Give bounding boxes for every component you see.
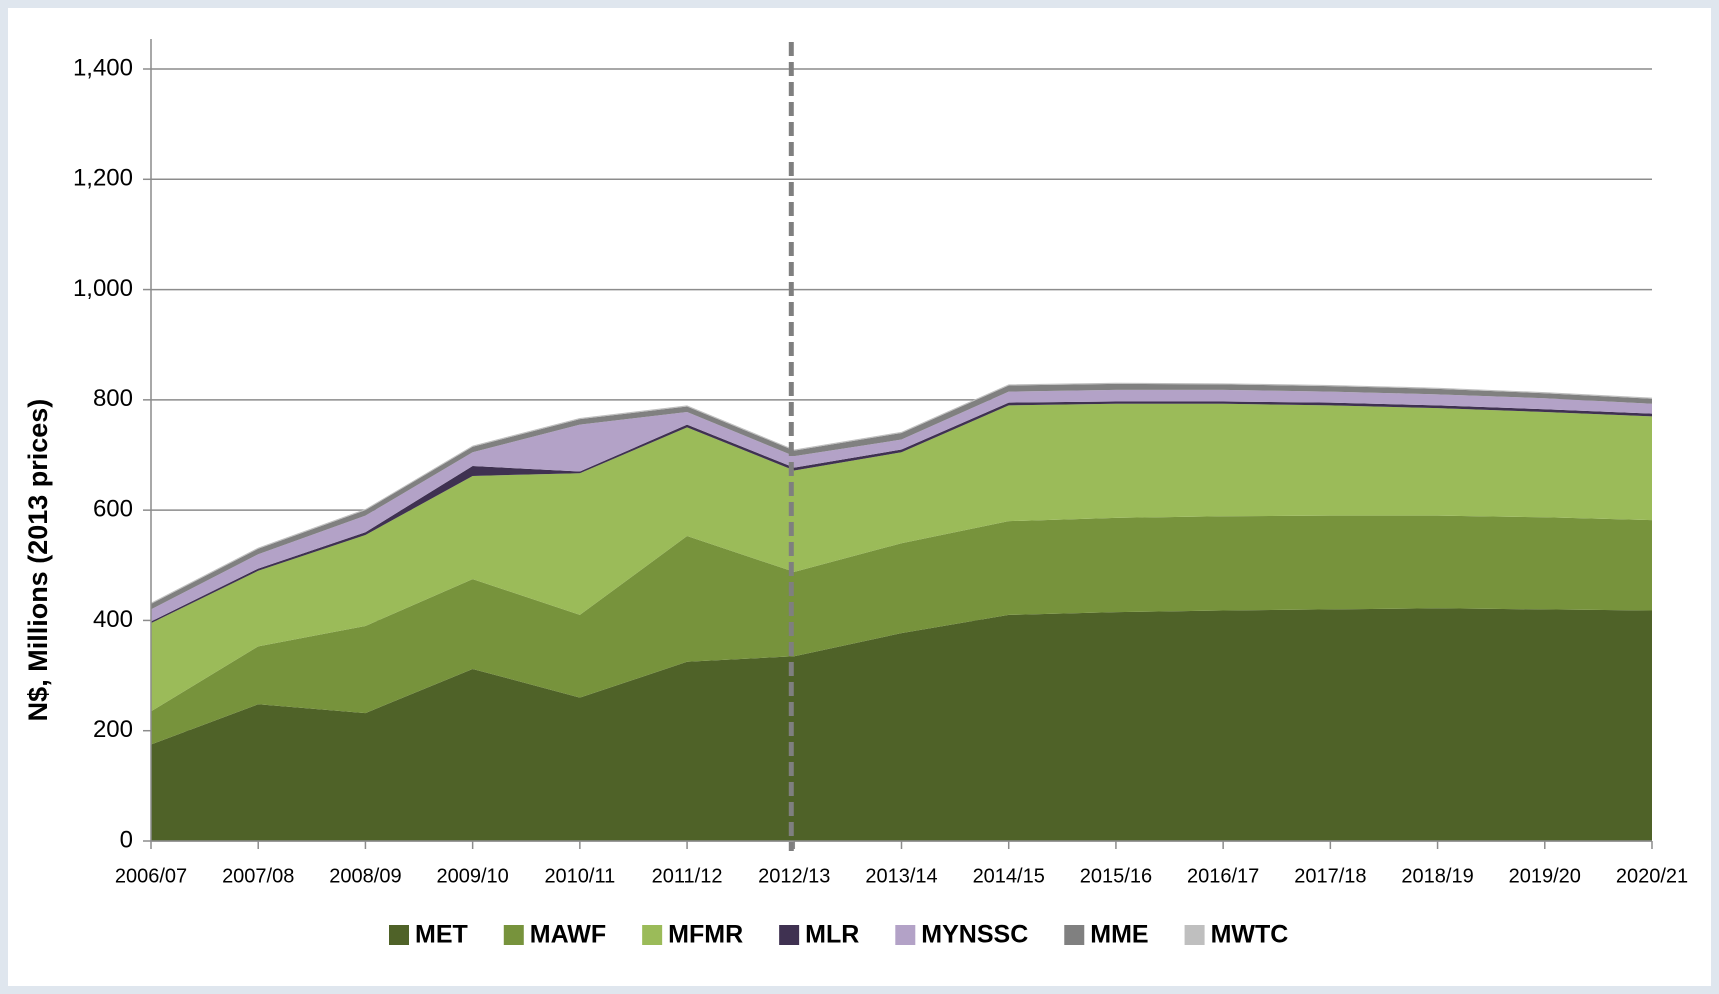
y-tick-label: 0 — [120, 826, 133, 853]
y-axis-label: N$, Millions (2013 prices) — [23, 399, 53, 722]
legend-swatch — [1064, 925, 1085, 945]
legend-label: MLR — [805, 921, 859, 949]
legend-swatch — [642, 925, 663, 945]
x-tick-label: 2016/17 — [1187, 865, 1259, 887]
legend-swatch — [779, 925, 800, 945]
x-tick-label: 2018/19 — [1401, 865, 1473, 887]
x-tick-label: 2007/08 — [222, 865, 294, 887]
x-tick-label: 2014/15 — [973, 865, 1045, 887]
x-tick-label: 2019/20 — [1509, 865, 1581, 887]
x-tick-label: 2017/18 — [1294, 865, 1366, 887]
area — [151, 608, 1652, 841]
x-tick-label: 2013/14 — [865, 865, 937, 887]
y-tick-label: 400 — [93, 606, 133, 633]
x-tick-label: 2009/10 — [436, 865, 508, 887]
x-tick-label: 2006/07 — [115, 865, 187, 887]
legend-label: MME — [1090, 921, 1148, 949]
x-tick-label: 2015/16 — [1080, 865, 1152, 887]
legend-swatch — [1184, 925, 1205, 945]
legend-swatch — [895, 925, 916, 945]
legend-label: MWTC — [1211, 921, 1289, 949]
y-tick-label: 200 — [93, 716, 133, 743]
area — [151, 515, 1652, 745]
y-tick-label: 1,200 — [73, 165, 133, 192]
x-tick-label: 2020/21 — [1616, 865, 1688, 887]
legend-label: MFMR — [668, 921, 743, 949]
x-tick-label: 2011/12 — [652, 865, 723, 887]
area — [151, 403, 1652, 712]
legend-label: MYNSSC — [921, 921, 1028, 949]
legend-swatch — [389, 925, 409, 945]
y-tick-label: 600 — [93, 495, 133, 522]
legend-swatch — [503, 925, 524, 945]
area — [151, 389, 1652, 622]
y-tick-label: 800 — [93, 385, 133, 412]
y-tick-label: 1,400 — [73, 54, 133, 81]
legend-label: MAWF — [530, 921, 606, 949]
x-tick-label: 2008/09 — [329, 865, 401, 887]
y-tick-label: 1,000 — [73, 275, 133, 302]
x-tick-label: 2012/13 — [758, 865, 830, 887]
x-tick-label: 2010/11 — [544, 865, 615, 887]
legend-label: MET — [415, 921, 468, 949]
